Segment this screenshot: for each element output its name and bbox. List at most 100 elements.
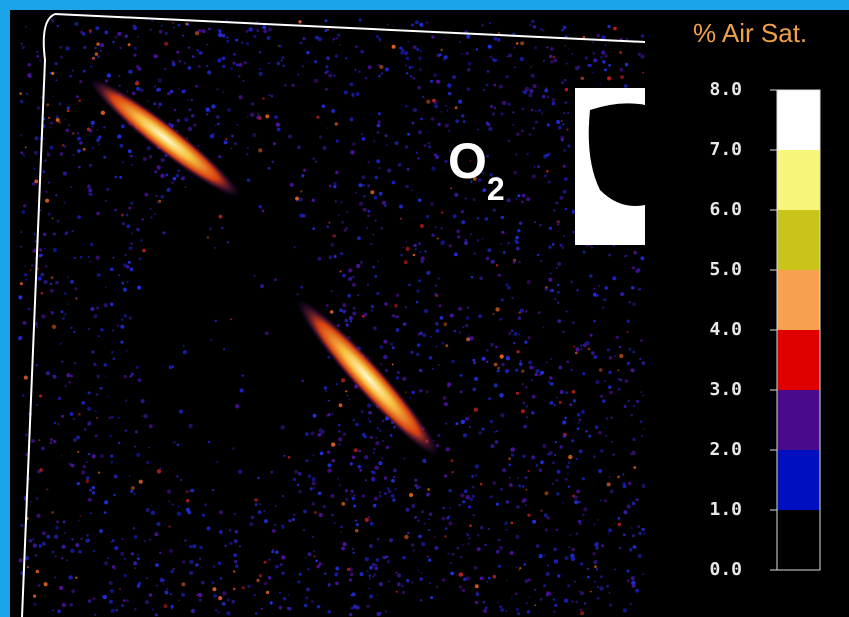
noise-dot	[338, 443, 340, 445]
noise-dot	[608, 386, 611, 389]
noise-dot	[337, 33, 340, 36]
noise-dot	[522, 108, 525, 111]
noise-dot	[48, 181, 50, 183]
noise-dot	[114, 568, 116, 570]
noise-dot	[499, 605, 502, 608]
noise-dot	[535, 369, 539, 373]
noise-dot	[462, 500, 465, 503]
noise-dot	[504, 522, 507, 525]
noise-dot	[78, 166, 81, 169]
noise-dot	[572, 554, 575, 557]
noise-dot	[338, 430, 340, 432]
noise-dot	[482, 357, 486, 361]
noise-dot	[179, 60, 182, 63]
noise-dot	[322, 105, 325, 108]
noise-dot	[438, 364, 440, 366]
noise-dot	[512, 111, 514, 113]
noise-dot	[553, 59, 557, 63]
noise-dot	[510, 447, 514, 451]
noise-dot	[272, 548, 275, 551]
noise-dot	[528, 93, 532, 97]
noise-dot	[93, 314, 97, 318]
noise-dot	[509, 477, 511, 479]
noise-dot	[28, 63, 31, 66]
noise-dot	[55, 62, 58, 65]
noise-dot	[440, 227, 442, 229]
noise-dot	[528, 336, 531, 339]
noise-dot	[625, 63, 628, 66]
noise-dot	[372, 471, 376, 475]
noise-dot	[480, 577, 484, 581]
noise-dot	[52, 551, 55, 554]
noise-dot	[521, 91, 523, 93]
noise-dot	[78, 99, 81, 102]
noise-dot	[372, 563, 376, 567]
noise-dot	[312, 536, 314, 538]
noise-dot	[36, 570, 40, 574]
noise-dot	[193, 124, 196, 127]
noise-dot	[366, 227, 368, 229]
noise-dot	[609, 356, 613, 360]
noise-dot	[538, 311, 541, 314]
noise-dot	[369, 575, 371, 577]
noise-dot	[370, 190, 374, 194]
noise-dot	[339, 403, 343, 407]
noise-dot	[410, 351, 413, 354]
noise-dot	[639, 358, 641, 360]
noise-dot	[223, 348, 225, 350]
noise-dot	[233, 588, 236, 591]
noise-dot	[326, 304, 329, 307]
noise-dot	[619, 346, 621, 348]
noise-dot	[403, 322, 407, 326]
noise-dot	[354, 448, 358, 452]
noise-dot	[465, 239, 467, 241]
noise-dot	[550, 382, 554, 386]
noise-dot	[485, 607, 488, 610]
noise-dot	[118, 85, 120, 87]
noise-dot	[142, 249, 146, 253]
noise-dot	[114, 475, 118, 479]
noise-dot	[335, 582, 339, 586]
noise-dot	[428, 518, 430, 520]
noise-dot	[514, 67, 516, 69]
noise-dot	[631, 414, 634, 417]
noise-dot	[594, 565, 597, 568]
noise-dot	[109, 581, 113, 585]
noise-dot	[136, 453, 140, 457]
noise-dot	[516, 535, 520, 539]
noise-dot	[307, 568, 309, 570]
noise-dot	[264, 582, 268, 586]
noise-dot	[594, 544, 596, 546]
noise-dot	[444, 323, 448, 327]
noise-dot	[553, 209, 555, 211]
noise-dot	[431, 167, 435, 171]
noise-dot	[256, 116, 259, 119]
noise-dot	[429, 513, 432, 516]
noise-dot	[317, 605, 320, 608]
noise-dot	[216, 88, 218, 90]
noise-dot	[552, 98, 556, 102]
noise-dot	[580, 591, 584, 595]
noise-dot	[524, 563, 527, 566]
noise-dot	[360, 50, 364, 54]
noise-dot	[339, 484, 341, 486]
noise-dot	[458, 307, 462, 311]
noise-dot	[268, 94, 270, 96]
noise-dot	[255, 612, 258, 615]
noise-dot	[363, 208, 367, 212]
noise-dot	[251, 516, 255, 520]
noise-dot	[275, 505, 277, 507]
noise-dot	[345, 57, 347, 59]
noise-dot	[334, 522, 336, 524]
noise-dot	[128, 43, 131, 46]
noise-dot	[480, 483, 482, 485]
noise-dot	[131, 486, 135, 490]
noise-dot	[464, 490, 468, 494]
noise-dot	[554, 404, 556, 406]
noise-dot	[516, 247, 520, 251]
noise-dot	[288, 456, 291, 459]
noise-dot	[303, 529, 305, 531]
noise-dot	[87, 128, 90, 131]
noise-dot	[642, 72, 644, 74]
noise-dot	[528, 470, 530, 472]
